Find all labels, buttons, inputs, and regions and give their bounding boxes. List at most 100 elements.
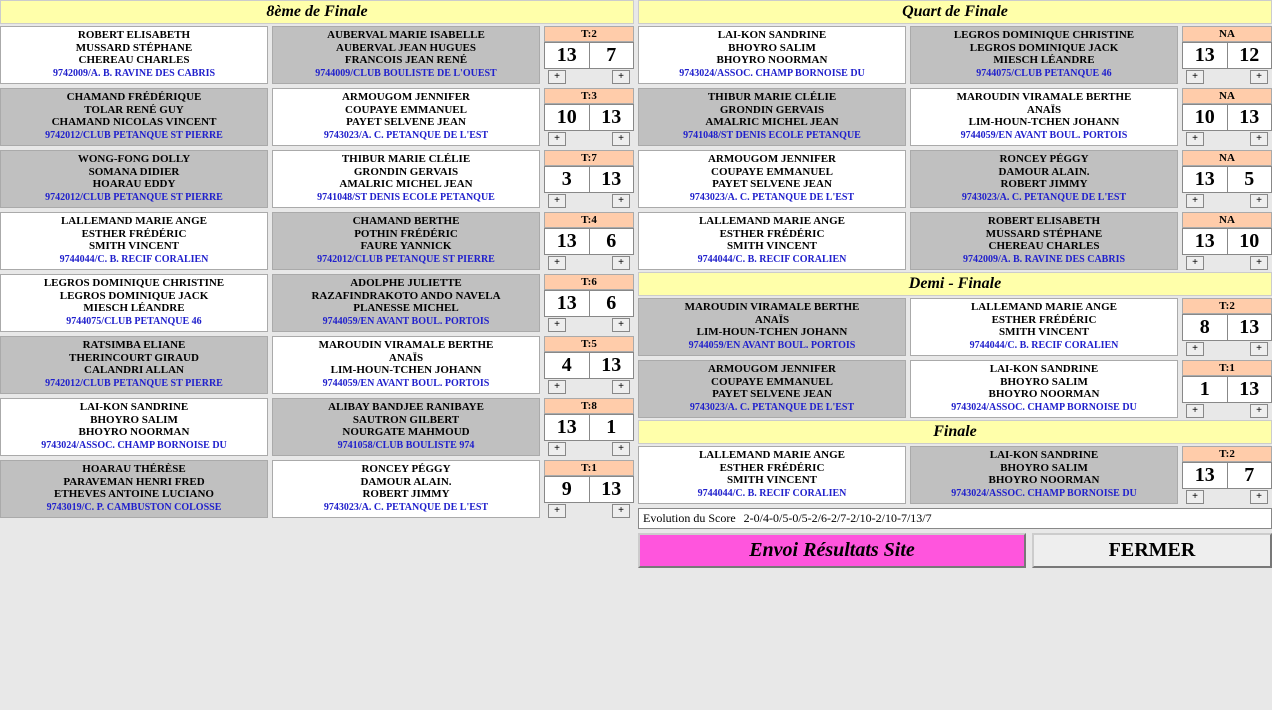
team-players: LEGROS DOMINIQUE CHRISTINELEGROS DOMINIQ… [3,277,265,315]
player-name: SMITH VINCENT [641,474,903,487]
plus-right-button[interactable]: + [612,504,630,518]
team-club: 9743019/C. P. CAMBUSTON COLOSSE [3,502,265,513]
terrain-label: T:3 [544,88,634,104]
player-name: AMALRIC MICHEL JEAN [641,116,903,129]
plus-right-button[interactable]: + [612,318,630,332]
team-club: 9744059/EN AVANT BOUL. PORTOIS [275,316,537,327]
terrain-label: T:1 [544,460,634,476]
plus-left-button[interactable]: + [1186,404,1204,418]
player-name: THIBUR MARIE CLÉLIE [275,153,537,166]
evolution-value: 2-0/4-0/5-0/5-2/6-2/7-2/10-2/10-7/13/7 [744,511,932,526]
player-name: CHAMAND FRÉDÉRIQUE [3,91,265,104]
score-block: T:1 9 13 + + [544,460,634,518]
score-box: 4 13 [544,352,634,379]
team-club: 9743024/ASSOC. CHAMP BORNOISE DU [913,488,1175,499]
team-players: THIBUR MARIE CLÉLIEGRONDIN GERVAISAMALRI… [641,91,903,129]
plus-left-button[interactable]: + [548,380,566,394]
player-name: ANAÏS [641,314,903,327]
player-name: PAYET SELVENE JEAN [275,116,537,129]
team-b: RONCEY PÉGGYDAMOUR ALAIN.ROBERT JIMMY 97… [272,460,540,518]
fermer-button[interactable]: FERMER [1032,533,1272,568]
score-left: 9 [545,477,590,502]
score-block: T:2 13 7 + + [1182,446,1272,504]
plus-right-button[interactable]: + [1250,490,1268,504]
terrain-label: T:2 [1182,298,1272,314]
match-row: WONG-FONG DOLLYSOMANA DIDIERHOARAU EDDY … [0,150,634,208]
team-a: WONG-FONG DOLLYSOMANA DIDIERHOARAU EDDY … [0,150,268,208]
player-name: LIM-HOUN-TCHEN JOHANN [641,326,903,339]
team-players: LAI-KON SANDRINEBHOYRO SALIMBHOYRO NOORM… [913,449,1175,487]
team-a: THIBUR MARIE CLÉLIEGRONDIN GERVAISAMALRI… [638,88,906,146]
player-name: LAI-KON SANDRINE [641,29,903,42]
plus-right-button[interactable]: + [1250,70,1268,84]
plus-right-button[interactable]: + [612,70,630,84]
score-right: 13 [590,167,634,192]
plus-right-button[interactable]: + [1250,132,1268,146]
team-players: LAI-KON SANDRINEBHOYRO SALIMBHOYRO NOORM… [641,29,903,67]
player-name: ARMOUGOM JENNIFER [641,153,903,166]
score-block: NA 10 13 + + [1182,88,1272,146]
plus-right-button[interactable]: + [612,194,630,208]
player-name: MIESCH LÉANDRE [3,302,265,315]
score-box: 9 13 [544,476,634,503]
plus-left-button[interactable]: + [1186,490,1204,504]
team-players: ADOLPHE JULIETTERAZAFINDRAKOTO ANDO NAVE… [275,277,537,315]
team-club: 9742012/CLUB PETANQUE ST PIERRE [3,192,265,203]
team-a: MAROUDIN VIRAMALE BERTHEANAÏSLIM-HOUN-TC… [638,298,906,356]
plus-left-button[interactable]: + [1186,132,1204,146]
terrain-label: T:2 [1182,446,1272,462]
team-a: ROBERT ELISABETHMUSSARD STÉPHANECHEREAU … [0,26,268,84]
plus-right-button[interactable]: + [612,380,630,394]
plus-right-button[interactable]: + [612,256,630,270]
plus-left-button[interactable]: + [548,132,566,146]
score-left: 10 [545,105,590,130]
score-right: 10 [1228,229,1272,254]
team-players: ARMOUGOM JENNIFERCOUPAYE EMMANUELPAYET S… [641,153,903,191]
match-row: ARMOUGOM JENNIFERCOUPAYE EMMANUELPAYET S… [638,150,1272,208]
plus-right-button[interactable]: + [1250,256,1268,270]
plus-left-button[interactable]: + [548,70,566,84]
match-row: CHAMAND FRÉDÉRIQUETOLAR RENÉ GUYCHAMAND … [0,88,634,146]
plus-left-button[interactable]: + [548,194,566,208]
score-box: 3 13 [544,166,634,193]
score-block: NA 13 10 + + [1182,212,1272,270]
team-club: 9742012/CLUB PETANQUE ST PIERRE [3,130,265,141]
team-players: HOARAU THÉRÈSEPARAVEMAN HENRI FREDETHEVE… [3,463,265,501]
team-club: 9744075/CLUB PETANQUE 46 [3,316,265,327]
team-b: ALIBAY BANDJEE RANIBAYESAUTRON GILBERTNO… [272,398,540,456]
score-right: 12 [1228,43,1272,68]
plus-left-button[interactable]: + [548,318,566,332]
envoi-resultats-button[interactable]: Envoi Résultats Site [638,533,1026,568]
plus-left-button[interactable]: + [548,256,566,270]
score-left: 1 [1183,377,1228,402]
plus-left-button[interactable]: + [548,504,566,518]
plus-left-button[interactable]: + [1186,256,1204,270]
match-row: LALLEMAND MARIE ANGEESTHER FRÉDÉRICSMITH… [638,446,1272,504]
plus-right-button[interactable]: + [1250,342,1268,356]
plus-left-button[interactable]: + [1186,342,1204,356]
plus-right-button[interactable]: + [1250,194,1268,208]
player-name: MUSSARD STÉPHANE [3,42,265,55]
score-block: T:2 13 7 + + [544,26,634,84]
plus-left-button[interactable]: + [1186,70,1204,84]
score-block: NA 13 12 + + [1182,26,1272,84]
team-players: RONCEY PÉGGYDAMOUR ALAIN.ROBERT JIMMY [913,153,1175,191]
player-name: LEGROS DOMINIQUE JACK [913,42,1175,55]
score-block: T:5 4 13 + + [544,336,634,394]
plus-right-button[interactable]: + [1250,404,1268,418]
score-left: 13 [1183,229,1228,254]
team-b: ADOLPHE JULIETTERAZAFINDRAKOTO ANDO NAVE… [272,274,540,332]
team-b: AUBERVAL MARIE ISABELLEAUBERVAL JEAN HUG… [272,26,540,84]
player-name: CHAMAND BERTHE [275,215,537,228]
plus-left-button[interactable]: + [548,442,566,456]
player-name: BHOYRO NOORMAN [641,54,903,67]
player-name: LALLEMAND MARIE ANGE [641,215,903,228]
score-box: 10 13 [1182,104,1272,131]
match-row: MAROUDIN VIRAMALE BERTHEANAÏSLIM-HOUN-TC… [638,298,1272,356]
plus-left-button[interactable]: + [1186,194,1204,208]
player-name: CALANDRI ALLAN [3,364,265,377]
match-row: ARMOUGOM JENNIFERCOUPAYE EMMANUELPAYET S… [638,360,1272,418]
plus-right-button[interactable]: + [612,442,630,456]
plus-right-button[interactable]: + [612,132,630,146]
player-name: LALLEMAND MARIE ANGE [913,301,1175,314]
